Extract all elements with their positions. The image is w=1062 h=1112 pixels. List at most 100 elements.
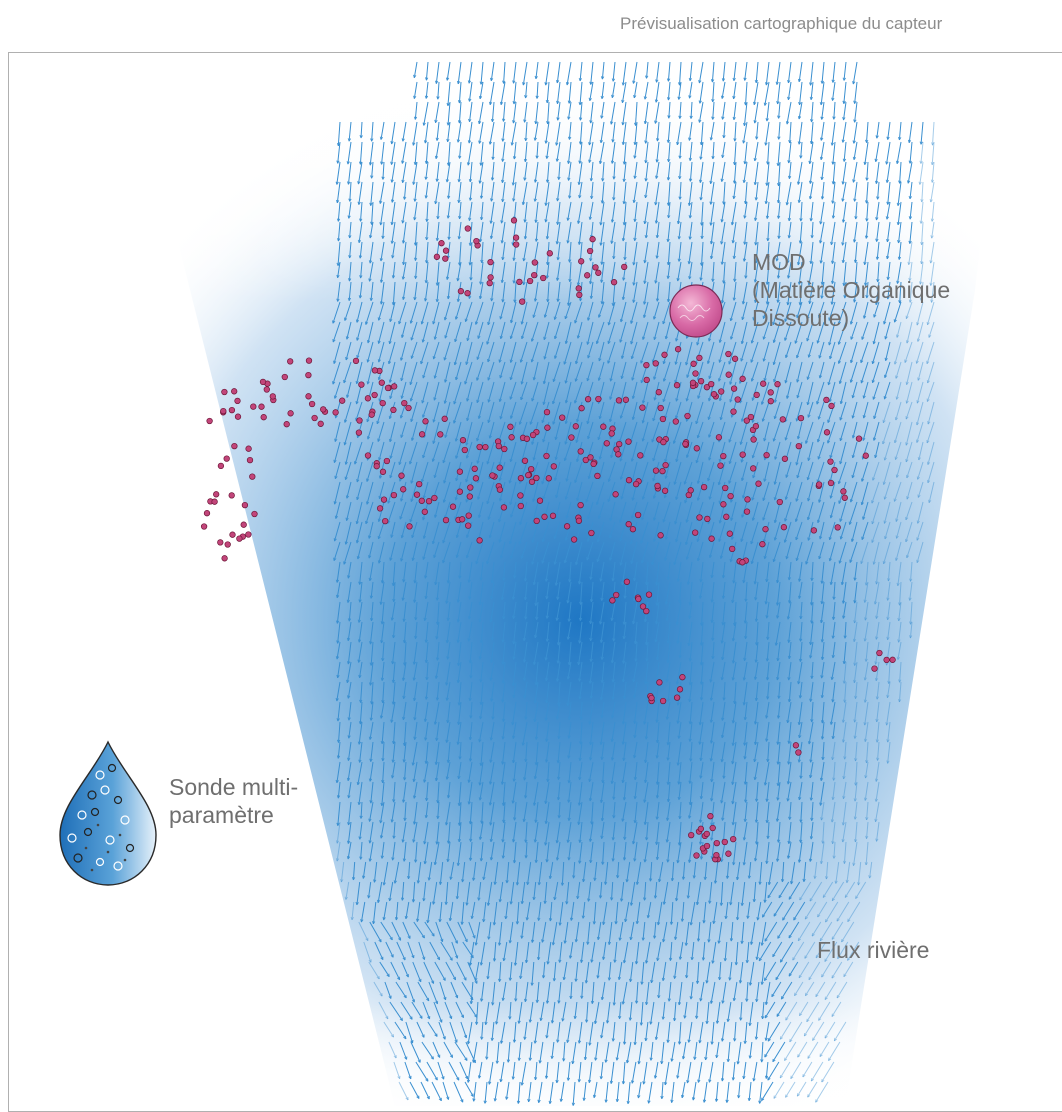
- flow-arrowhead: [414, 257, 418, 261]
- flow-arrowhead: [643, 259, 647, 264]
- flow-arrowhead: [884, 357, 888, 361]
- flow-arrowhead: [653, 316, 657, 320]
- flow-arrowhead: [796, 314, 800, 319]
- flow-arrow-184: [401, 141, 407, 164]
- flow-arrowhead: [886, 255, 890, 260]
- flow-arrow-760: [685, 341, 693, 366]
- flow-arrowhead: [677, 96, 681, 100]
- flow-arrowhead: [852, 81, 856, 85]
- flow-arrowhead: [421, 339, 425, 343]
- flow-arrow-121: [843, 101, 847, 121]
- flow-arrow-308: [556, 181, 561, 202]
- flow-arrow-448: [886, 221, 891, 242]
- flow-arrow-752: [598, 341, 605, 362]
- flow-arrow-116: [786, 101, 792, 125]
- flow-arrowhead: [929, 282, 933, 286]
- flow-arrowhead: [332, 320, 336, 324]
- flow-arrowhead: [709, 222, 713, 226]
- flow-arrow-132: [436, 121, 440, 141]
- flow-arrow-55: [568, 81, 572, 104]
- flow-arrowhead: [522, 281, 526, 286]
- flow-arrow-335: [854, 181, 858, 202]
- flow-arrow-619: [344, 301, 352, 321]
- flow-arrow-417: [546, 221, 550, 240]
- flow-arrowhead: [699, 179, 703, 183]
- flow-arrow-721: [861, 321, 869, 340]
- flow-arrow-384: [788, 201, 792, 221]
- flow-arrowhead: [621, 99, 625, 104]
- flow-arrowhead: [336, 298, 340, 302]
- flow-arrowhead: [367, 340, 371, 344]
- flow-arrow-606: [809, 281, 814, 304]
- flow-arrow-266: [699, 161, 704, 183]
- flow-arrow-703: [665, 321, 671, 340]
- flow-arrowhead: [390, 140, 394, 145]
- flow-arrow-667: [873, 301, 880, 318]
- flow-arrowhead: [400, 377, 404, 382]
- flow-arrow-680: [410, 321, 418, 341]
- flow-arrow-136: [478, 121, 484, 144]
- flow-arrow-637: [544, 301, 550, 318]
- flow-arrow-185: [414, 141, 418, 165]
- flow-arrow-489: [733, 241, 737, 259]
- flow-arrowhead: [577, 220, 581, 224]
- flow-arrow-11: [535, 61, 539, 79]
- flow-arrowhead: [831, 97, 835, 101]
- flow-arrowhead: [752, 317, 756, 321]
- flow-arrowhead: [501, 299, 505, 303]
- flow-arrow-61: [633, 81, 638, 98]
- flow-arrow-756: [640, 341, 649, 364]
- flow-arrow-175: [908, 121, 913, 143]
- flow-arrow-118: [811, 101, 814, 123]
- flow-arrow-688: [500, 321, 506, 339]
- flow-arrow-583: [557, 281, 561, 302]
- flow-arrowhead: [522, 82, 526, 86]
- flow-arrowhead: [808, 196, 813, 200]
- flow-arrowhead: [500, 240, 504, 244]
- flow-arrow-285: [907, 161, 913, 184]
- flow-arrowhead: [509, 359, 513, 363]
- flow-arrow-217: [767, 141, 770, 165]
- flow-arrowhead: [490, 198, 494, 202]
- flow-arrowhead: [776, 275, 781, 279]
- flow-arrow-589: [622, 281, 627, 300]
- flow-arrow-749: [563, 341, 572, 365]
- flow-arrowhead: [656, 138, 660, 142]
- flow-arrow-626: [421, 301, 429, 325]
- flow-arrowhead: [630, 355, 634, 360]
- flow-arrow-40: [852, 61, 858, 85]
- flow-arrow-69: [721, 81, 726, 99]
- flow-arrow-103: [644, 101, 649, 124]
- flow-arrowhead: [512, 280, 516, 284]
- flow-arrow-480: [633, 241, 638, 266]
- flow-arrow-130: [412, 121, 418, 146]
- flow-arrow-494: [787, 241, 792, 264]
- flow-arrowhead: [687, 260, 691, 265]
- flow-arrowhead: [468, 118, 472, 123]
- flow-arrow-171: [866, 121, 869, 143]
- flow-arrow-124: [348, 121, 352, 142]
- flow-arrowhead: [762, 336, 766, 340]
- flow-arrowhead: [820, 196, 825, 200]
- flow-arrowhead: [775, 81, 779, 85]
- flow-arrow-515: [415, 261, 418, 279]
- flow-arrow-700: [630, 321, 638, 345]
- flow-arrowhead: [554, 355, 558, 359]
- flow-arrowhead: [454, 316, 459, 320]
- flow-arrow-279: [842, 161, 847, 185]
- flow-arrowhead: [788, 140, 792, 144]
- flow-arrowhead: [874, 158, 878, 162]
- flow-arrowhead: [688, 157, 692, 161]
- flow-arrowhead: [667, 115, 671, 119]
- flow-arrow-54: [556, 81, 561, 104]
- flow-arrowhead: [468, 262, 472, 266]
- flow-arrow-609: [844, 281, 847, 299]
- flow-arrow-284: [899, 161, 902, 184]
- flow-arrowhead: [721, 116, 725, 120]
- flow-arrowhead: [457, 100, 462, 104]
- flow-arrowhead: [368, 260, 373, 264]
- flow-arrow-263: [667, 161, 671, 181]
- flow-arrow-248: [501, 161, 506, 183]
- flow-arrow-333: [832, 181, 836, 204]
- flow-arrow-3: [446, 61, 451, 81]
